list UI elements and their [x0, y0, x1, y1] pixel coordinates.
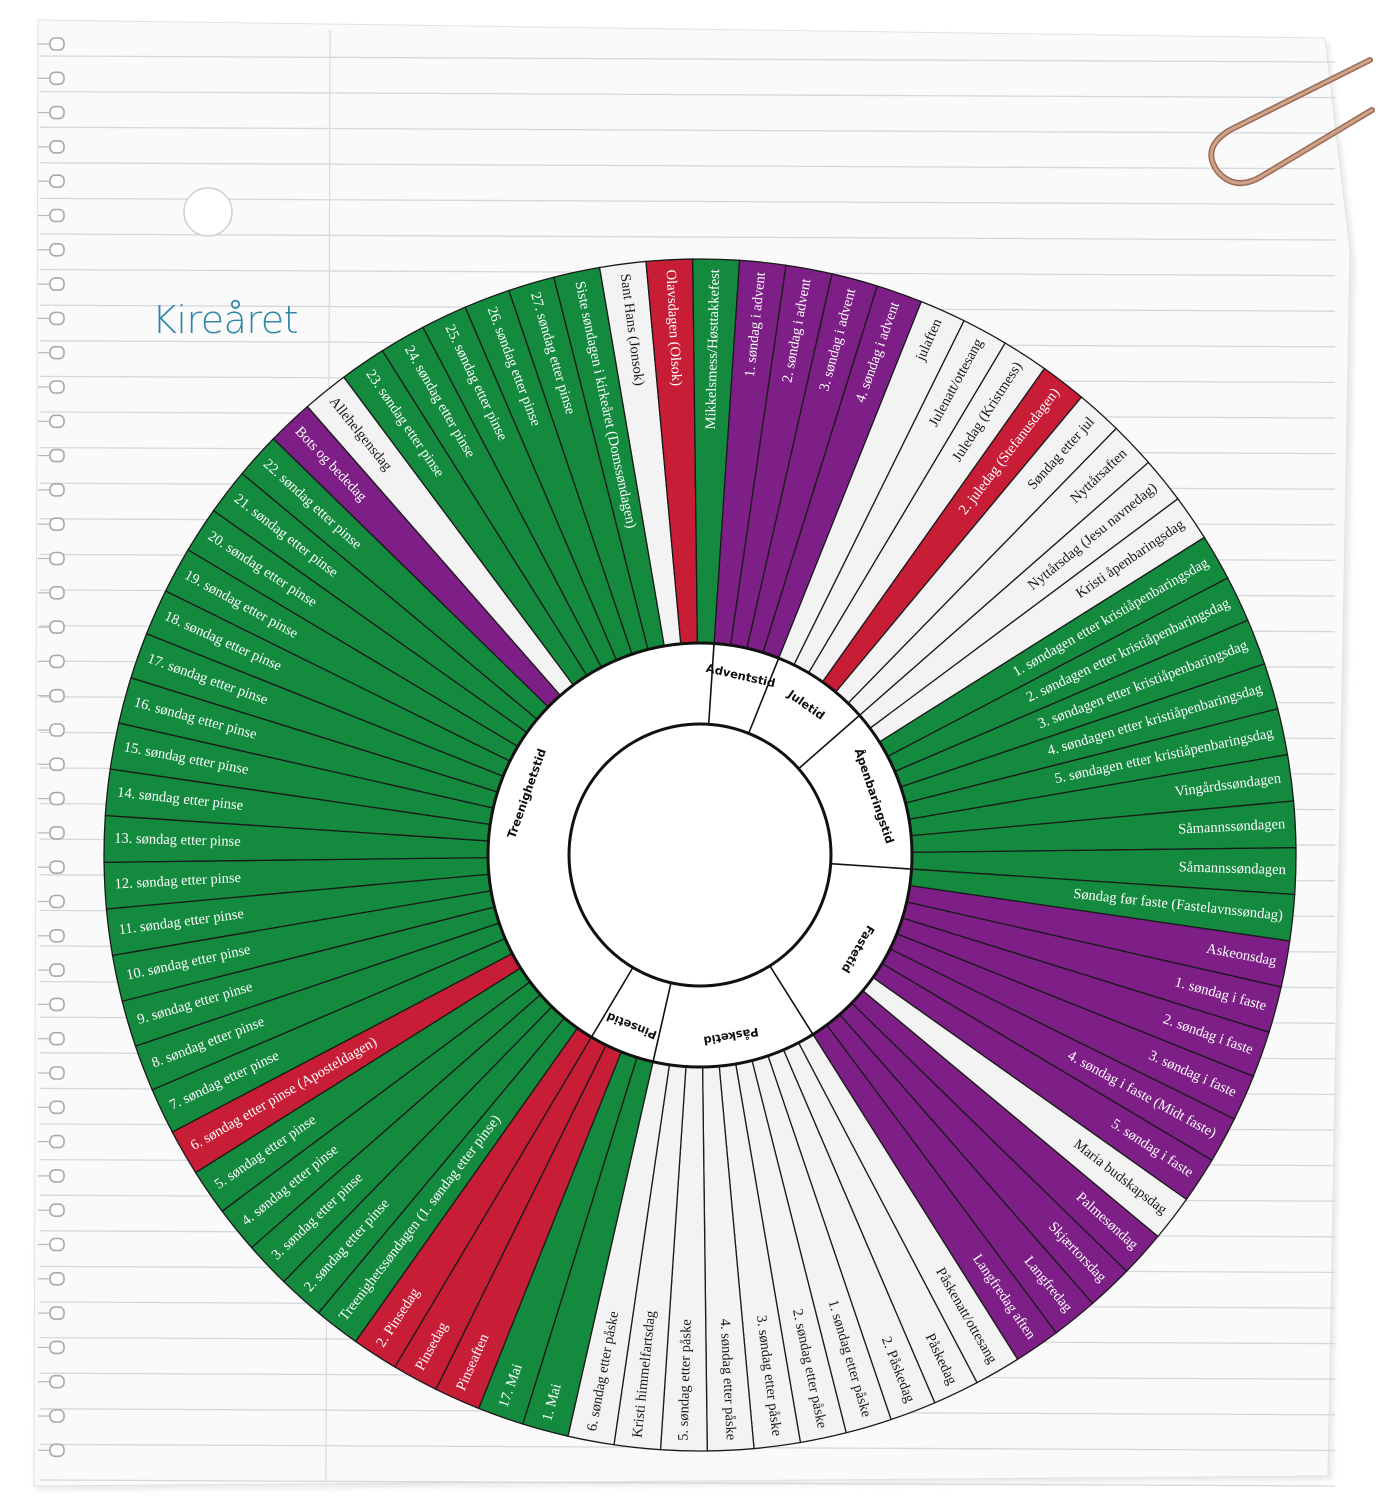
- season-divider: [652, 982, 672, 1062]
- rule-line: [39, 197, 1336, 206]
- season-divider: [747, 657, 780, 734]
- binder-holes: [38, 37, 65, 1458]
- rule-line: [39, 162, 1336, 170]
- paperclip-icon: [1208, 57, 1375, 186]
- season-divider: [769, 965, 814, 1035]
- season-divider: [798, 714, 861, 770]
- wheel-segments: 1. søndag i advent 2. søndag i advent 3. s…: [103, 258, 1297, 1452]
- rule-line: [39, 90, 1336, 99]
- segment-label: 13. søndag etter pinse: [114, 830, 241, 849]
- segment-label: 5. søndag etter påske: [675, 1319, 694, 1441]
- segment-label: Olavsdagen (Olsok): [663, 269, 685, 386]
- season-divider: [707, 643, 715, 725]
- segment-label: 4. søndag etter påske: [717, 1318, 739, 1440]
- center-circle: [567, 722, 833, 988]
- season-ring: AdventstidJuletidÅpenbaringstidFastetidP…: [486, 641, 914, 1069]
- segment-label: Såmannssøndagen: [1179, 859, 1287, 878]
- segment-label: Såmannssøndagen: [1178, 816, 1287, 838]
- season-divider: [590, 967, 634, 1038]
- season-divider: [830, 862, 912, 870]
- rule-line: [39, 1479, 1336, 1487]
- segment-label: 12. søndag etter pinse: [114, 870, 241, 892]
- rule-line: [39, 55, 1336, 63]
- segment-label: Mikkelsmess/Høsttakkefest: [703, 269, 723, 430]
- rule-line: [39, 233, 1336, 241]
- rule-line: [39, 126, 1336, 134]
- page-title: Kireåret: [152, 298, 299, 342]
- punch-hole: [183, 187, 233, 237]
